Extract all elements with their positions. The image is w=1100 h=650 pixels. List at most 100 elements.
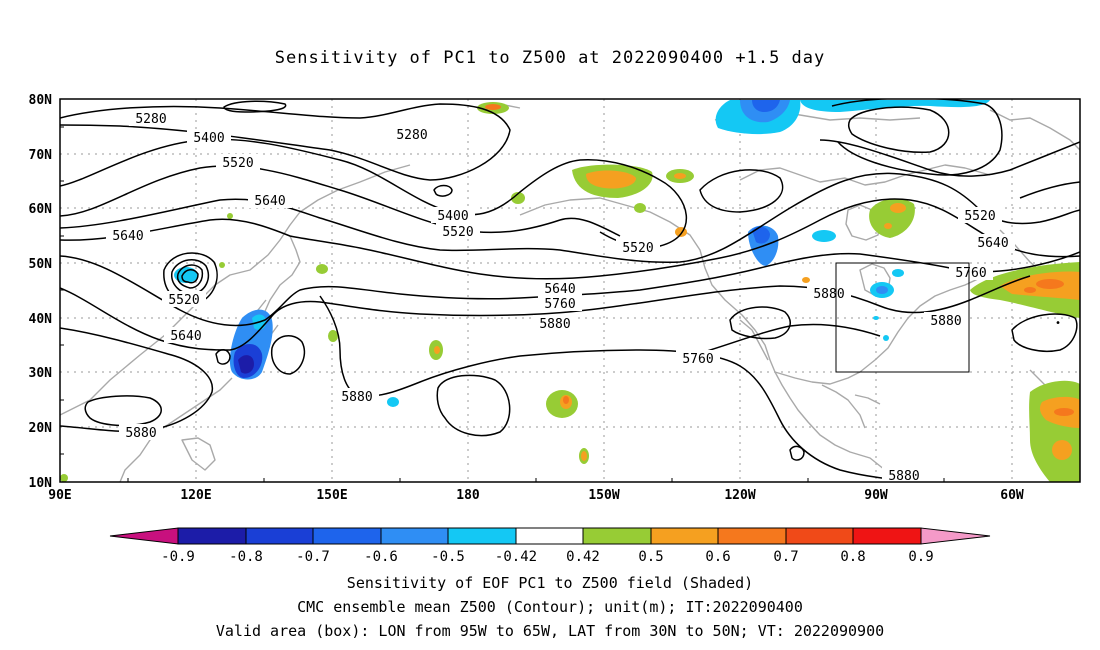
svg-text:0.7: 0.7 (773, 549, 798, 565)
lon-label: 90W (864, 488, 888, 503)
svg-text:•: • (1055, 318, 1061, 329)
svg-text:5760: 5760 (682, 352, 713, 367)
svg-text:5520: 5520 (964, 209, 995, 224)
svg-text:5880: 5880 (813, 287, 844, 302)
contour-label: 5280 (390, 126, 434, 143)
colorbar-segment (582, 527, 652, 545)
colorbar (109, 527, 991, 545)
contour-label: 5280 (129, 110, 173, 127)
colorbar-segment (785, 527, 854, 545)
contour-label: 5640 (164, 327, 208, 344)
axis-ticks (60, 126, 945, 482)
contour-label: 5640 (538, 280, 582, 297)
contour-label: 5640 (106, 227, 150, 244)
svg-text:-0.42: -0.42 (495, 549, 537, 565)
caption-valid-area: Valid area (box): LON from 95W to 65W, L… (215, 622, 885, 640)
contour-label: 5520 (958, 207, 1002, 224)
svg-text:0.42: 0.42 (566, 549, 600, 565)
lon-label: 120E (180, 488, 211, 503)
lon-axis-labels: 90E 120E 150E 180 150W 120W 90W 60W (48, 488, 1024, 503)
colorbar-segment (515, 527, 584, 545)
colorbar-segment (717, 527, 787, 545)
lat-label: 10N (29, 476, 53, 491)
svg-text:5640: 5640 (254, 194, 285, 209)
lon-label: 150W (588, 488, 619, 503)
contour-label: 5880 (335, 388, 379, 405)
svg-text:5640: 5640 (170, 329, 201, 344)
lat-label: 30N (29, 366, 53, 381)
svg-text:-0.6: -0.6 (364, 549, 398, 565)
svg-text:5520: 5520 (222, 156, 253, 171)
lat-label: 60N (29, 202, 53, 217)
lon-label: 90E (48, 488, 71, 503)
svg-text:5280: 5280 (135, 112, 166, 127)
caption-shading: Sensitivity of EOF PC1 to Z500 field (Sh… (346, 574, 754, 592)
svg-text:-0.9: -0.9 (161, 549, 195, 565)
contour-label: 5880 (807, 285, 851, 302)
contour-label: 5880 (924, 312, 968, 329)
colorbar-segment (852, 527, 922, 545)
valid-area-box (835, 262, 970, 373)
contour-label: 5760 (949, 264, 993, 281)
colorbar-segment (177, 527, 247, 545)
lat-label: 80N (29, 93, 53, 108)
lon-label: 150E (316, 488, 347, 503)
svg-text:5520: 5520 (622, 241, 653, 256)
svg-text:5400: 5400 (193, 131, 224, 146)
svg-text:-0.5: -0.5 (431, 549, 465, 565)
colorbar-segment (650, 527, 719, 545)
svg-text:0.9: 0.9 (908, 549, 933, 565)
svg-text:-0.7: -0.7 (296, 549, 330, 565)
svg-text:0.8: 0.8 (840, 549, 865, 565)
svg-text:5880: 5880 (341, 390, 372, 405)
lon-label: 60W (1000, 488, 1024, 503)
lat-label: 50N (29, 257, 53, 272)
contour-labels: 5280 5400 5280 5520 5640 5400 5520 5640 … (106, 110, 1061, 484)
colorbar-high-arrow (920, 527, 991, 545)
colorbar-segment (245, 527, 314, 545)
svg-text:5400: 5400 (437, 209, 468, 224)
lat-label: 20N (29, 421, 53, 436)
svg-text:5880: 5880 (930, 314, 961, 329)
svg-text:0.6: 0.6 (705, 549, 730, 565)
caption-contour: CMC ensemble mean Z500 (Contour); unit(m… (297, 598, 803, 616)
lat-label: 40N (29, 312, 53, 327)
contour-label: 5760 (538, 295, 582, 312)
lon-label: 180 (456, 488, 480, 503)
contour-label: 5520 (162, 291, 206, 308)
svg-text:5640: 5640 (977, 236, 1008, 251)
positive-sensitivity-shading (60, 102, 1080, 482)
svg-text:5640: 5640 (112, 229, 143, 244)
colorbar-segment (447, 527, 517, 545)
contour-label: 5520 (436, 223, 480, 240)
contour-label: 5520 (216, 154, 260, 171)
contour-label: 5640 (971, 234, 1015, 251)
lat-label: 70N (29, 148, 53, 163)
svg-text:5760: 5760 (955, 266, 986, 281)
contour-label: • (1055, 318, 1061, 329)
contour-label: 5880 (533, 315, 577, 332)
contour-label: 5760 (676, 350, 720, 367)
svg-text:5880: 5880 (539, 317, 570, 332)
contour-label: 5400 (431, 207, 475, 224)
colorbar-segment (312, 527, 382, 545)
svg-text:5760: 5760 (544, 297, 575, 312)
contour-label: 5880 (882, 467, 926, 484)
lat-axis-labels: 80N 70N 60N 50N 40N 30N 20N 10N (29, 93, 53, 491)
svg-text:5280: 5280 (396, 128, 427, 143)
svg-text:5520: 5520 (168, 293, 199, 308)
map-title: Sensitivity of PC1 to Z500 at 2022090400… (274, 48, 826, 68)
svg-text:5880: 5880 (125, 426, 156, 441)
svg-text:5880: 5880 (888, 469, 919, 484)
colorbar-low-arrow (109, 527, 179, 545)
contour-label: 5520 (616, 239, 660, 256)
svg-text:5640: 5640 (544, 282, 575, 297)
colorbar-segment (380, 527, 449, 545)
contour-label: 5400 (187, 129, 231, 146)
contour-label: 5640 (248, 192, 292, 209)
svg-text:-0.8: -0.8 (229, 549, 263, 565)
svg-text:0.5: 0.5 (638, 549, 663, 565)
contour-label: 5880 (119, 424, 163, 441)
lon-label: 120W (724, 488, 755, 503)
